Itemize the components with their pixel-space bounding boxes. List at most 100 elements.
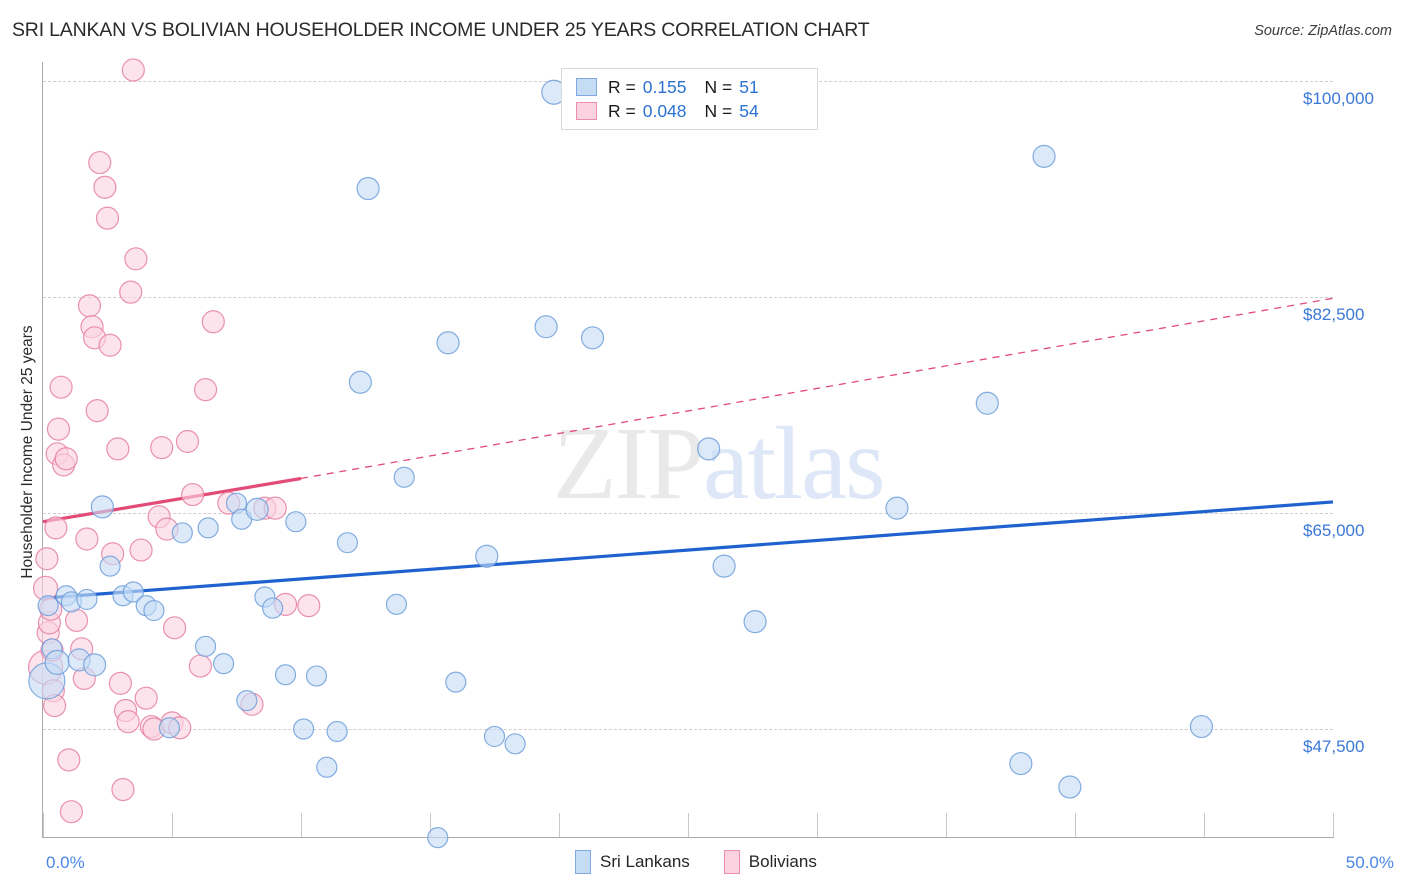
x-axis-tick [430, 813, 431, 837]
x-axis-tick [172, 813, 173, 837]
data-point[interactable] [580, 326, 605, 350]
data-point[interactable] [150, 436, 174, 460]
data-point[interactable] [64, 608, 89, 633]
data-point[interactable] [393, 466, 415, 488]
data-point[interactable] [504, 733, 526, 755]
data-point[interactable] [213, 653, 235, 675]
data-point[interactable] [385, 593, 408, 615]
data-point[interactable] [85, 399, 109, 423]
data-point[interactable] [59, 800, 83, 824]
data-point[interactable] [181, 482, 205, 507]
data-point[interactable] [445, 671, 467, 693]
data-point[interactable] [121, 58, 145, 82]
data-point[interactable] [35, 547, 59, 571]
data-point[interactable] [534, 315, 558, 339]
x-axis-tick [946, 813, 947, 837]
series-legend-item[interactable]: Sri Lankans [575, 850, 690, 874]
data-point[interactable] [475, 544, 499, 568]
data-point[interactable] [743, 610, 767, 634]
data-point[interactable] [124, 247, 148, 271]
data-point[interactable] [285, 511, 307, 533]
data-point[interactable] [326, 720, 348, 743]
series-legend-item[interactable]: Bolivians [723, 850, 817, 874]
data-point[interactable] [297, 594, 321, 618]
sri-lankans-points [28, 79, 1214, 849]
data-point[interactable] [111, 777, 135, 802]
data-point[interactable] [1189, 714, 1214, 739]
y-axis-tick-label: $47,500 [1303, 737, 1365, 757]
data-point[interactable] [134, 686, 158, 710]
data-point[interactable] [82, 653, 107, 677]
data-point[interactable] [305, 665, 328, 687]
r-label: R = [608, 100, 636, 121]
data-point[interactable] [116, 710, 140, 734]
data-point[interactable] [1058, 775, 1082, 799]
y-axis-tick-label: $100,000 [1303, 89, 1374, 109]
data-point[interactable] [1009, 751, 1033, 776]
y-axis-tick-label: $82,500 [1303, 305, 1365, 325]
data-point[interactable] [483, 725, 506, 748]
source-attribution: Source: ZipAtlas.com [1254, 23, 1392, 39]
data-point[interactable] [201, 310, 225, 334]
data-point[interactable] [106, 437, 130, 461]
data-point[interactable] [1032, 144, 1056, 169]
data-point[interactable] [143, 599, 165, 622]
data-point[interactable] [292, 718, 315, 740]
data-point[interactable] [95, 206, 120, 230]
data-point[interactable] [193, 378, 218, 402]
data-point[interactable] [427, 827, 449, 849]
data-point[interactable] [348, 370, 372, 394]
series-legend-label: Bolivians [748, 852, 817, 871]
data-point[interactable] [188, 654, 212, 678]
page-title: SRI LANKAN VS BOLIVIAN HOUSEHOLDER INCOM… [12, 19, 870, 41]
data-point[interactable] [77, 294, 102, 318]
x-axis-max-label: 50.0% [1345, 853, 1394, 872]
data-point[interactable] [316, 756, 338, 778]
data-point[interactable] [197, 517, 219, 539]
trend-lines [42, 297, 1334, 600]
y-axis-tick-label: $65,000 [1303, 521, 1365, 541]
trend-line-extension-bolivians [300, 297, 1334, 480]
data-point[interactable] [158, 717, 181, 739]
data-point[interactable] [88, 150, 112, 175]
y-axis-line [42, 62, 43, 837]
data-point[interactable] [44, 516, 68, 540]
data-point[interactable] [98, 333, 122, 357]
data-point[interactable] [236, 690, 258, 712]
data-point[interactable] [57, 748, 81, 772]
data-point[interactable] [712, 554, 736, 578]
data-point[interactable] [49, 375, 73, 399]
data-point[interactable] [262, 597, 284, 619]
x-axis-line [42, 837, 1334, 838]
data-point[interactable] [54, 447, 78, 471]
data-point[interactable] [99, 555, 121, 577]
data-point[interactable] [175, 429, 200, 454]
x-axis-min-label: 0.0% [46, 853, 85, 872]
data-point[interactable] [90, 495, 114, 519]
data-point[interactable] [129, 538, 153, 562]
data-point[interactable] [76, 588, 98, 611]
data-point[interactable] [336, 532, 359, 554]
data-point[interactable] [37, 595, 59, 617]
legend-swatch-bolivians [576, 102, 597, 120]
n-label: N = [704, 100, 733, 121]
x-axis-tick [1204, 813, 1205, 837]
data-point[interactable] [162, 616, 187, 640]
data-point[interactable] [171, 522, 193, 544]
data-point[interactable] [436, 331, 460, 355]
data-point[interactable] [46, 417, 71, 441]
data-point[interactable] [44, 649, 70, 675]
data-point[interactable] [119, 280, 143, 304]
data-point[interactable] [108, 671, 133, 695]
gridline [43, 513, 1333, 515]
data-point[interactable] [93, 175, 117, 199]
data-point[interactable] [194, 635, 217, 657]
data-point[interactable] [122, 581, 144, 603]
data-point[interactable] [697, 437, 721, 461]
data-point[interactable] [885, 496, 909, 520]
data-point[interactable] [75, 527, 99, 551]
data-point[interactable] [356, 176, 380, 201]
data-point[interactable] [975, 391, 999, 415]
data-point[interactable] [274, 664, 297, 686]
data-point[interactable] [245, 497, 269, 521]
